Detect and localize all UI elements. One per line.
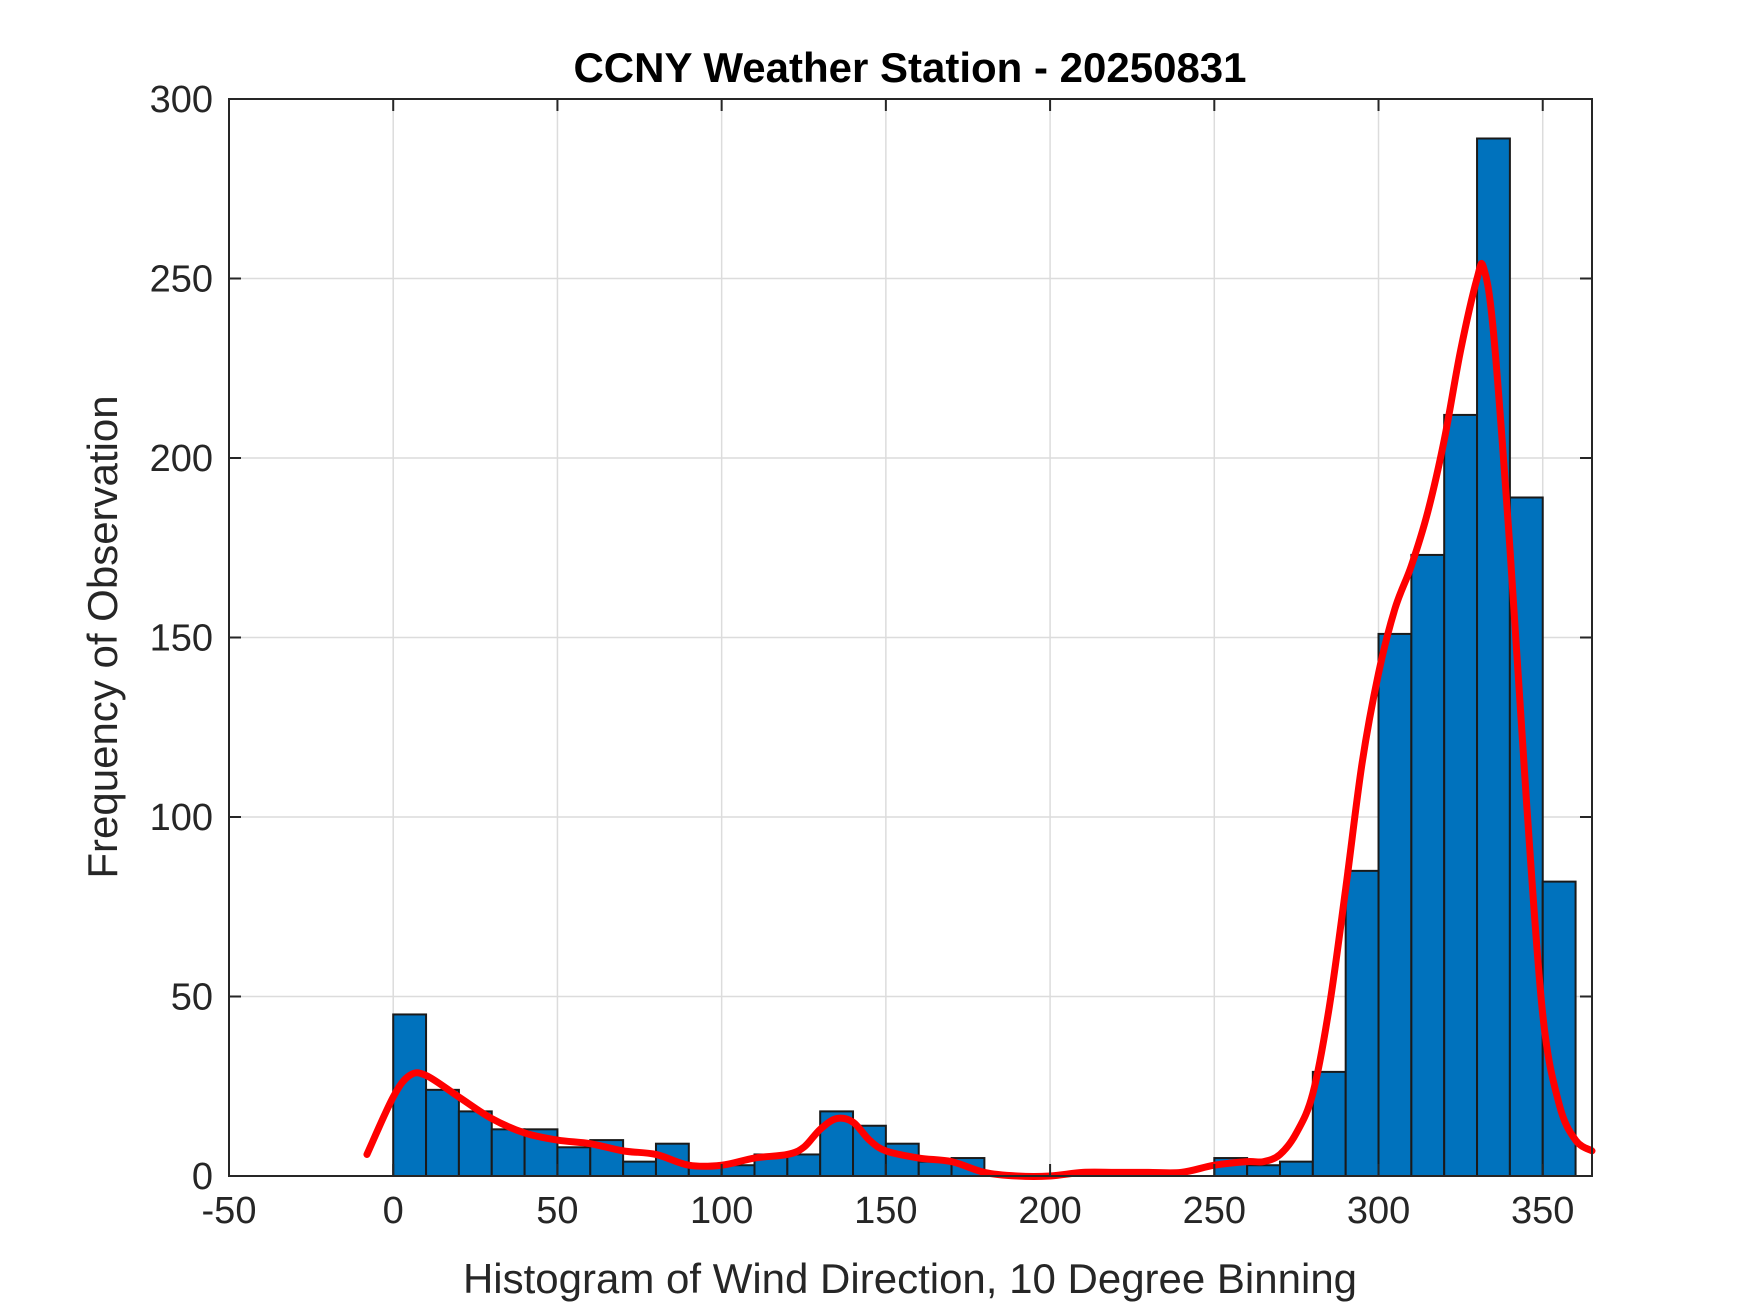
x-tick-label: 250 xyxy=(1183,1190,1246,1232)
y-tick-label: 150 xyxy=(150,618,213,660)
histogram-bar xyxy=(1443,413,1479,1178)
y-tick-label: 200 xyxy=(150,438,213,480)
x-tick-label: 200 xyxy=(1018,1190,1081,1232)
y-tick-labels: 0 50 100 150 200 250 300 xyxy=(150,79,213,1198)
x-tick-label: 350 xyxy=(1511,1190,1574,1232)
x-tick-label: 0 xyxy=(383,1190,404,1232)
histogram-bar xyxy=(425,1088,460,1177)
histogram-bar xyxy=(1377,632,1413,1177)
x-tick-label: -50 xyxy=(202,1190,257,1232)
y-tick-label: 0 xyxy=(192,1156,213,1198)
x-tick-labels: -50 0 50 100 150 200 250 300 350 xyxy=(202,1190,1575,1232)
chart-title: CCNY Weather Station - 20250831 xyxy=(573,44,1246,91)
histogram-bar xyxy=(1410,553,1446,1177)
x-tick-label: 150 xyxy=(854,1190,917,1232)
histogram-bar xyxy=(1278,1160,1314,1178)
y-axis-label: Frequency of Observation xyxy=(79,395,126,878)
x-tick-label: 100 xyxy=(690,1190,753,1232)
x-tick-label: 300 xyxy=(1347,1190,1410,1232)
histogram-bar xyxy=(622,1160,657,1178)
y-tick-label: 300 xyxy=(150,79,213,121)
x-axis-label: Histogram of Wind Direction, 10 Degree B… xyxy=(463,1255,1357,1302)
histogram-bar xyxy=(457,1110,493,1178)
y-tick-label: 250 xyxy=(150,259,213,301)
x-tick-label: 50 xyxy=(536,1190,578,1232)
histogram-bar xyxy=(1476,137,1511,1178)
histogram-bar xyxy=(786,1153,822,1177)
histogram-bar xyxy=(1246,1164,1281,1177)
histogram-bar xyxy=(556,1146,592,1178)
histogram-bar xyxy=(490,1128,526,1177)
density-curve xyxy=(363,260,1596,1180)
axis-ticks xyxy=(228,98,1592,1177)
y-tick-label: 50 xyxy=(171,977,213,1019)
histogram-bars xyxy=(392,137,1577,1178)
histogram-bar xyxy=(1344,869,1380,1177)
y-tick-label: 100 xyxy=(150,797,213,839)
